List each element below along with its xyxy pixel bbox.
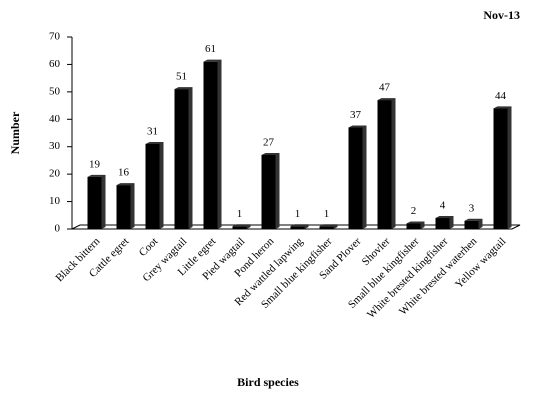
bar-depth bbox=[174, 87, 193, 229]
data-label: 51 bbox=[176, 71, 187, 83]
data-label: 1 bbox=[295, 208, 301, 220]
bar-depth bbox=[290, 224, 309, 229]
bar bbox=[203, 61, 218, 229]
bar bbox=[493, 108, 508, 229]
bar bbox=[261, 154, 276, 229]
data-label: 2 bbox=[411, 205, 417, 217]
bar bbox=[232, 226, 247, 229]
y-tick-label: 60 bbox=[49, 58, 61, 70]
bar bbox=[464, 220, 479, 229]
bar-depth bbox=[406, 221, 425, 229]
bar-depth bbox=[377, 98, 396, 229]
bar-depth bbox=[464, 218, 483, 229]
bar bbox=[87, 176, 102, 229]
bar bbox=[406, 223, 421, 229]
bar-depth bbox=[435, 216, 454, 229]
y-tick-label: 30 bbox=[49, 140, 61, 152]
bar bbox=[348, 127, 363, 229]
y-tick-label: 40 bbox=[49, 113, 61, 125]
data-label: 3 bbox=[469, 202, 475, 214]
y-axis-label: Number bbox=[8, 111, 22, 154]
bar-depth bbox=[145, 141, 164, 229]
y-tick-label: 10 bbox=[49, 195, 61, 207]
bar bbox=[116, 185, 131, 229]
data-label: 61 bbox=[205, 43, 216, 55]
data-label: 4 bbox=[440, 200, 446, 212]
data-label: 1 bbox=[324, 208, 330, 220]
x-axis-label: Bird species bbox=[237, 375, 299, 389]
bar bbox=[377, 100, 392, 229]
bar-depth bbox=[232, 224, 251, 229]
data-label: 27 bbox=[263, 136, 275, 148]
data-label: 37 bbox=[350, 109, 362, 121]
data-label: 1 bbox=[237, 208, 243, 220]
data-label: 16 bbox=[118, 167, 130, 179]
y-tick-label: 70 bbox=[49, 31, 61, 43]
bar bbox=[290, 226, 305, 229]
bar-depth bbox=[261, 152, 280, 229]
data-label: 44 bbox=[495, 90, 507, 102]
y-tick-label: 0 bbox=[55, 223, 61, 235]
bar bbox=[145, 143, 160, 229]
bar bbox=[435, 218, 450, 229]
y-tick-label: 20 bbox=[49, 168, 61, 180]
data-label: 19 bbox=[89, 158, 101, 170]
bar-depth bbox=[203, 59, 222, 229]
bar-depth bbox=[116, 183, 135, 229]
bar bbox=[174, 89, 189, 229]
data-label: 31 bbox=[147, 126, 158, 138]
bar-depth bbox=[319, 224, 338, 229]
y-tick-label: 50 bbox=[49, 85, 61, 97]
x-tick-label: Coot bbox=[137, 235, 161, 259]
data-label: 47 bbox=[379, 82, 391, 94]
chart-title: Nov-13 bbox=[483, 8, 520, 22]
bar bbox=[319, 226, 334, 229]
bar-depth bbox=[87, 174, 106, 229]
bar-depth bbox=[348, 125, 367, 229]
bar-depth bbox=[493, 106, 512, 229]
